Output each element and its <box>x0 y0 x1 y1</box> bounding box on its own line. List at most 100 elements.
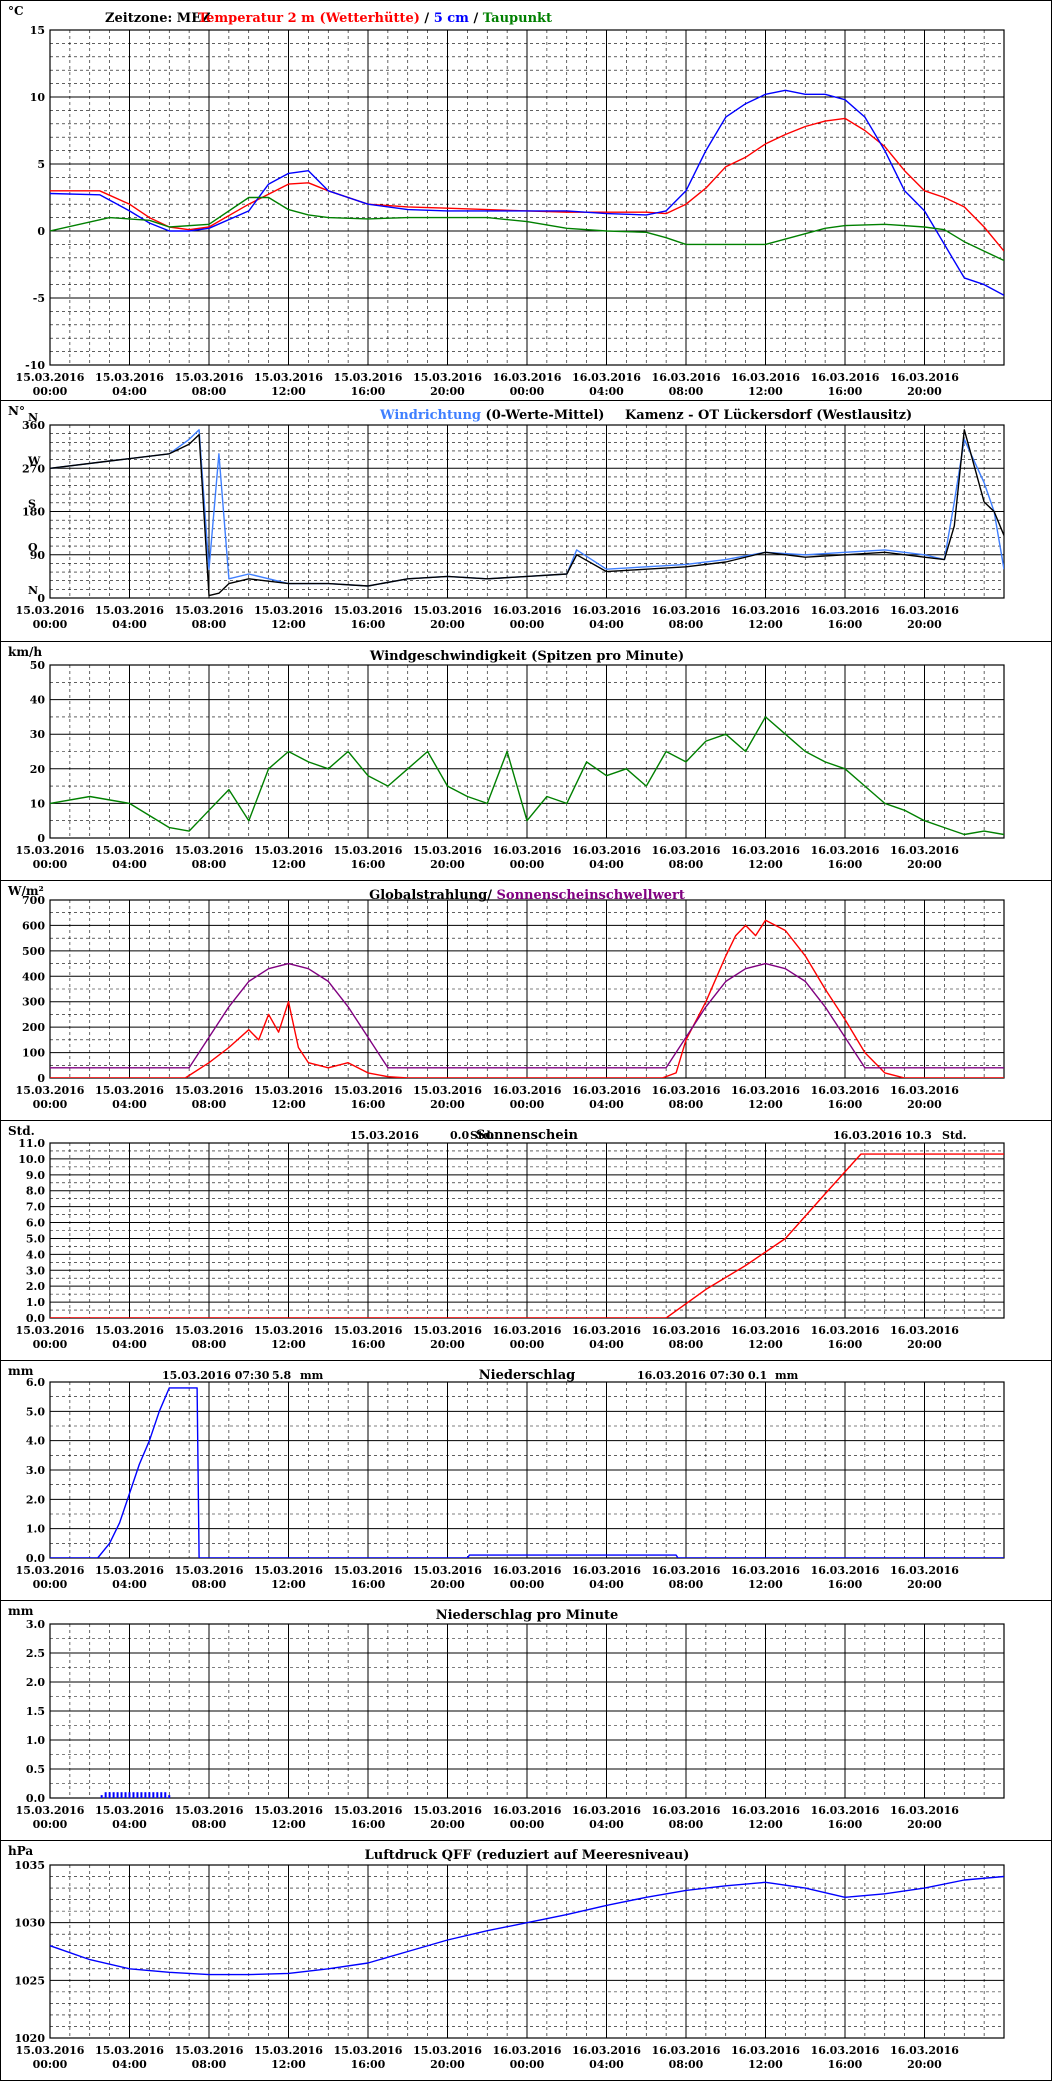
x-tick-time: 04:00 <box>589 1818 624 1831</box>
series-clip <box>50 1387 1004 1558</box>
x-tick-date: 15.03.2016 <box>334 844 403 857</box>
plot-frame <box>49 1864 1005 2039</box>
x-tick-date: 15.03.2016 <box>334 1084 403 1097</box>
x-tick-date: 15.03.2016 <box>413 1084 482 1097</box>
precip-minute-bar <box>168 1795 171 1798</box>
x-tick-date: 16.03.2016 <box>493 371 562 384</box>
panel-precip_min: 0.0 0.5 1.0 1.5 2.0 2.5 3.0mm Niederschlag pro … <box>0 1600 1052 1831</box>
x-tick-date: 16.03.2016 <box>652 2044 721 2057</box>
y-tick-label: 3.0 <box>26 1464 45 1477</box>
title-part: Sonnenschein <box>476 1128 579 1143</box>
x-tick-date: 16.03.2016 <box>493 844 562 857</box>
x-tick-time: 20:00 <box>430 385 465 398</box>
y-tick-label: 0 <box>37 592 45 605</box>
title-part: 5 cm <box>434 11 469 26</box>
x-tick-date: 15.03.2016 <box>334 2044 403 2057</box>
y-tick-label: 300 <box>22 996 45 1009</box>
precip-minute-bar <box>156 1792 159 1798</box>
annotation-unit: mm <box>775 1369 799 1382</box>
y-tick-label: 0.0 <box>26 1792 45 1805</box>
y-tick-label: 90 <box>30 549 46 562</box>
series-clip <box>50 716 1004 836</box>
x-tick-date: 15.03.2016 <box>175 1564 244 1577</box>
x-tick-time: 00:00 <box>510 385 545 398</box>
y-tick-label: 2.5 <box>26 1647 45 1660</box>
annotation-date: 15.03.2016 07:30 <box>162 1369 270 1382</box>
precip-minute-bar <box>104 1792 107 1798</box>
x-tick-date: 15.03.2016 <box>413 1324 482 1337</box>
x-tick-date: 16.03.2016 <box>731 2044 800 2057</box>
x-tick-time: 08:00 <box>192 618 227 631</box>
annotation-date: 16.03.2016 <box>833 1129 902 1142</box>
x-tick-date: 15.03.2016 <box>254 1084 323 1097</box>
annotation-value: 0.0 <box>450 1129 469 1142</box>
y-tick-label: 1035 <box>14 1859 45 1872</box>
x-tick-date: 16.03.2016 <box>493 604 562 617</box>
precip-minute-bar <box>108 1792 111 1798</box>
y-tick-label: 100 <box>22 1047 45 1060</box>
x-tick-date: 15.03.2016 <box>95 2044 164 2057</box>
x-tick-time: 00:00 <box>33 618 68 631</box>
x-tick-date: 16.03.2016 <box>811 604 880 617</box>
series-line-black <box>50 429 1004 597</box>
station-title: Kamenz - OT Lückersdorf (Westlausitz) <box>625 408 912 423</box>
chart-title: Luftdruck QFF (reduziert auf Meeresnivea… <box>365 1848 690 1863</box>
x-tick-time: 04:00 <box>589 1578 624 1591</box>
x-tick-date: 15.03.2016 <box>413 604 482 617</box>
title-part: (0-Werte-Mittel) <box>481 408 604 423</box>
x-tick-date: 16.03.2016 <box>890 1084 959 1097</box>
x-tick-time: 12:00 <box>271 858 306 871</box>
x-tick-date: 15.03.2016 <box>16 844 85 857</box>
x-tick-date: 16.03.2016 <box>493 1324 562 1337</box>
x-tick-date: 16.03.2016 <box>493 1564 562 1577</box>
x-tick-date: 15.03.2016 <box>95 1324 164 1337</box>
x-tick-date: 15.03.2016 <box>254 1324 323 1337</box>
x-tick-date: 15.03.2016 <box>334 371 403 384</box>
x-tick-time: 20:00 <box>430 2058 465 2071</box>
x-tick-time: 12:00 <box>748 618 783 631</box>
x-tick-date: 16.03.2016 <box>652 604 721 617</box>
x-tick-time: 00:00 <box>33 2058 68 2071</box>
x-tick-time: 08:00 <box>669 2058 704 2071</box>
x-tick-time: 12:00 <box>748 1098 783 1111</box>
x-tick-time: 00:00 <box>33 1338 68 1351</box>
x-tick-date: 16.03.2016 <box>572 1084 641 1097</box>
unit-label: km/h <box>8 645 42 659</box>
annotation-unit: Std. <box>470 1129 495 1142</box>
plot-frame <box>49 1623 1005 1799</box>
y-tick-label: 10 <box>30 91 46 104</box>
chart-title: Niederschlag pro Minute <box>436 1608 619 1623</box>
series-group <box>50 1153 1004 1318</box>
precip-minute-bar <box>120 1792 123 1798</box>
precip-minute-bar <box>128 1792 131 1798</box>
y-tick-label: 1020 <box>14 2032 45 2045</box>
title-part: Windrichtung <box>379 408 481 423</box>
x-tick-time: 20:00 <box>430 1338 465 1351</box>
x-tick-time: 08:00 <box>192 385 227 398</box>
title-part: Niederschlag pro Minute <box>436 1608 619 1623</box>
x-tick-time: 00:00 <box>33 1578 68 1591</box>
x-tick-time: 12:00 <box>271 1578 306 1591</box>
x-tick-time: 00:00 <box>510 1338 545 1351</box>
precip-minute-bar <box>140 1792 143 1798</box>
x-tick-date: 15.03.2016 <box>254 604 323 617</box>
x-tick-time: 16:00 <box>828 1818 863 1831</box>
x-tick-date: 16.03.2016 <box>652 371 721 384</box>
x-tick-date: 16.03.2016 <box>811 1564 880 1577</box>
y-tick-label: 11.0 <box>18 1137 45 1150</box>
y-tick-label: 360 <box>22 419 45 432</box>
y-tick-label: 3.0 <box>26 1264 45 1277</box>
x-tick-date: 16.03.2016 <box>890 604 959 617</box>
y-tick-label: 4.0 <box>26 1248 45 1261</box>
x-tick-time: 00:00 <box>510 858 545 871</box>
y-tick-label: 4.0 <box>26 1435 45 1448</box>
y-tick-label: 9.0 <box>26 1169 45 1182</box>
x-tick-time: 04:00 <box>589 385 624 398</box>
y-tick-label: 1.0 <box>26 1296 45 1309</box>
x-tick-time: 00:00 <box>510 1098 545 1111</box>
x-tick-date: 15.03.2016 <box>413 1804 482 1817</box>
annotation-value: 5.8 <box>272 1369 291 1382</box>
x-tick-date: 16.03.2016 <box>811 844 880 857</box>
